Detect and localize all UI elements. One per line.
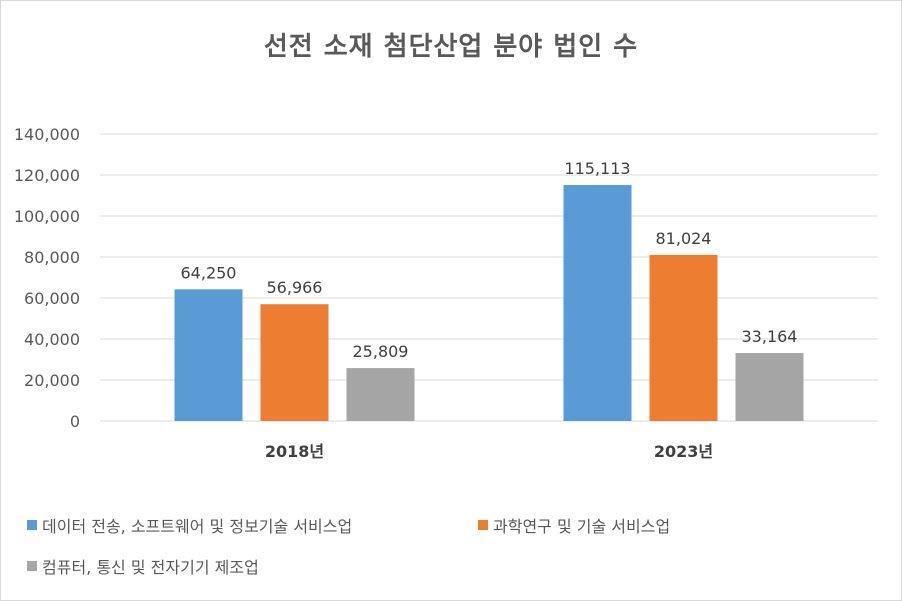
y-tick-label: 60,000: [24, 289, 80, 308]
data-label: 115,113: [564, 159, 630, 178]
y-tick-label: 80,000: [24, 248, 80, 267]
y-tick-label: 100,000: [14, 207, 80, 226]
y-tick-label: 120,000: [14, 166, 80, 185]
bar: [735, 353, 804, 421]
legend-label: 데이터 전송, 소프트웨어 및 정보기술 서비스업: [42, 517, 353, 536]
bar: [174, 289, 243, 421]
legend-swatch: [27, 561, 37, 571]
legend-item-0: 데이터 전송, 소프트웨어 및 정보기술 서비스업: [27, 513, 352, 537]
data-label: 25,809: [353, 342, 409, 361]
x-tick-label: 2023년: [654, 442, 713, 461]
bar: [649, 254, 718, 421]
y-tick-label: 140,000: [14, 125, 80, 144]
data-label: 64,250: [181, 263, 237, 282]
y-tick-label: 0: [70, 412, 80, 431]
data-label: 81,024: [656, 229, 712, 248]
legend-item-2: 컴퓨터, 통신 및 전자기기 제조업: [27, 554, 259, 578]
bar: [346, 368, 415, 421]
legend-swatch: [478, 520, 488, 530]
data-label: 33,164: [742, 327, 798, 346]
data-label: 56,966: [267, 278, 323, 297]
legend-label: 과학연구 및 기술 서비스업: [493, 517, 671, 536]
x-tick-label: 2018년: [265, 442, 324, 461]
legend-swatch: [27, 520, 37, 530]
legend-label: 컴퓨터, 통신 및 전자기기 제조업: [42, 558, 259, 577]
chart-title: 선전 소재 첨단산업 분야 법인 수: [263, 32, 639, 62]
y-tick-label: 20,000: [24, 371, 80, 390]
bar: [563, 185, 632, 421]
y-tick-label: 40,000: [24, 330, 80, 349]
legend-item-1: 과학연구 및 기술 서비스업: [478, 513, 670, 537]
bar: [260, 304, 329, 421]
